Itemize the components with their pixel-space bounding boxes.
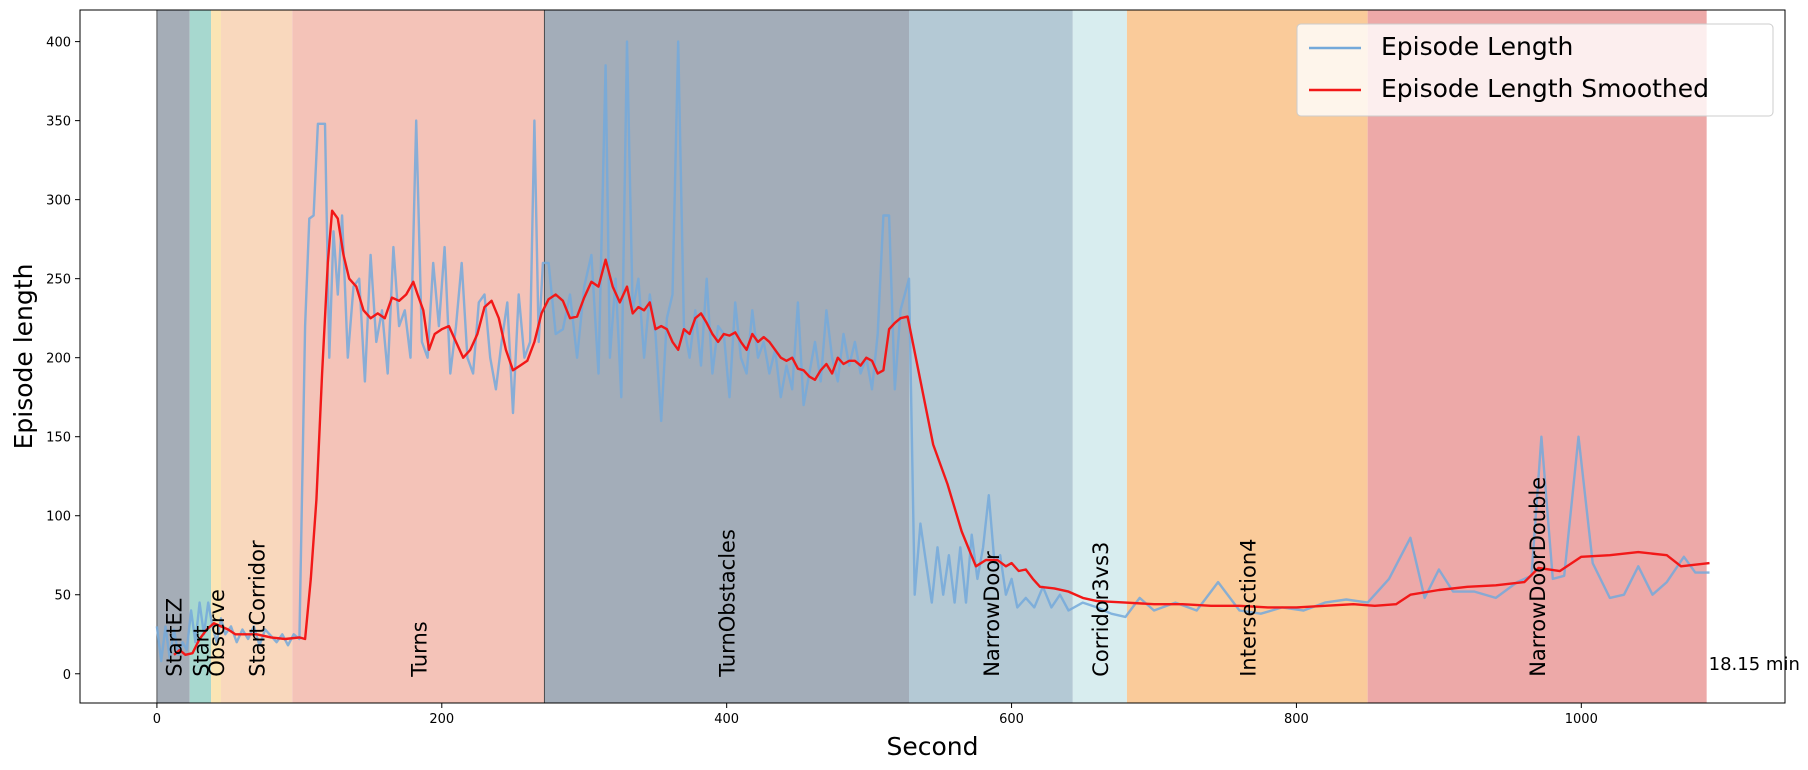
region-band: [189, 10, 212, 703]
y-tick-label: 50: [54, 589, 71, 604]
y-tick-label: 200: [46, 352, 71, 367]
region-label: NarrowDoorDouble: [1526, 477, 1550, 677]
region-label: Intersection4: [1236, 538, 1260, 676]
region-label: Observe: [205, 589, 229, 677]
region-label: StartEZ: [162, 598, 186, 677]
region-band: [221, 10, 293, 703]
region-band: [292, 10, 545, 703]
region-band: [156, 10, 190, 703]
x-tick-label: 0: [153, 712, 161, 727]
legend-box: [1296, 23, 1774, 117]
y-tick-label: 100: [46, 510, 71, 525]
y-tick-label: 0: [63, 668, 71, 683]
x-tick-label: 400: [714, 712, 739, 727]
x-tick-label: 200: [429, 712, 454, 727]
series-line: [155, 40, 1710, 663]
y-tick-label: 300: [46, 194, 71, 209]
legend: Episode Length Episode Length Smoothed: [1296, 23, 1774, 117]
region-label: StartCorridor: [246, 540, 270, 677]
region-label: NarrowDoor: [980, 551, 1004, 677]
y-tick-label: 150: [46, 431, 71, 446]
plot-frame: [79, 9, 1786, 704]
legend-label: Episode Length Smoothed: [1381, 74, 1709, 103]
y-tick-label: 400: [46, 36, 71, 51]
region-band: [1126, 10, 1368, 703]
annotation: 18.15 min: [1709, 654, 1800, 675]
region-band: [1072, 10, 1127, 703]
region-band: [211, 10, 222, 703]
legend-label: Episode Length: [1381, 32, 1573, 61]
region-label: Turns: [407, 621, 431, 677]
y-tick-label: 350: [46, 115, 71, 130]
x-tick-label: 800: [1284, 712, 1309, 727]
series-line: [173, 209, 1710, 656]
y-axis-label: Episode length: [9, 264, 38, 450]
y-tick-label: 250: [46, 273, 71, 288]
region-label: Corridor3vs3: [1089, 542, 1113, 677]
x-axis-label: Second: [886, 732, 978, 761]
region-label: Start: [189, 625, 213, 676]
region-label: TurnObstacles: [716, 529, 740, 678]
x-tick-label: 600: [999, 712, 1024, 727]
x-tick-label: 1000: [1565, 712, 1598, 727]
